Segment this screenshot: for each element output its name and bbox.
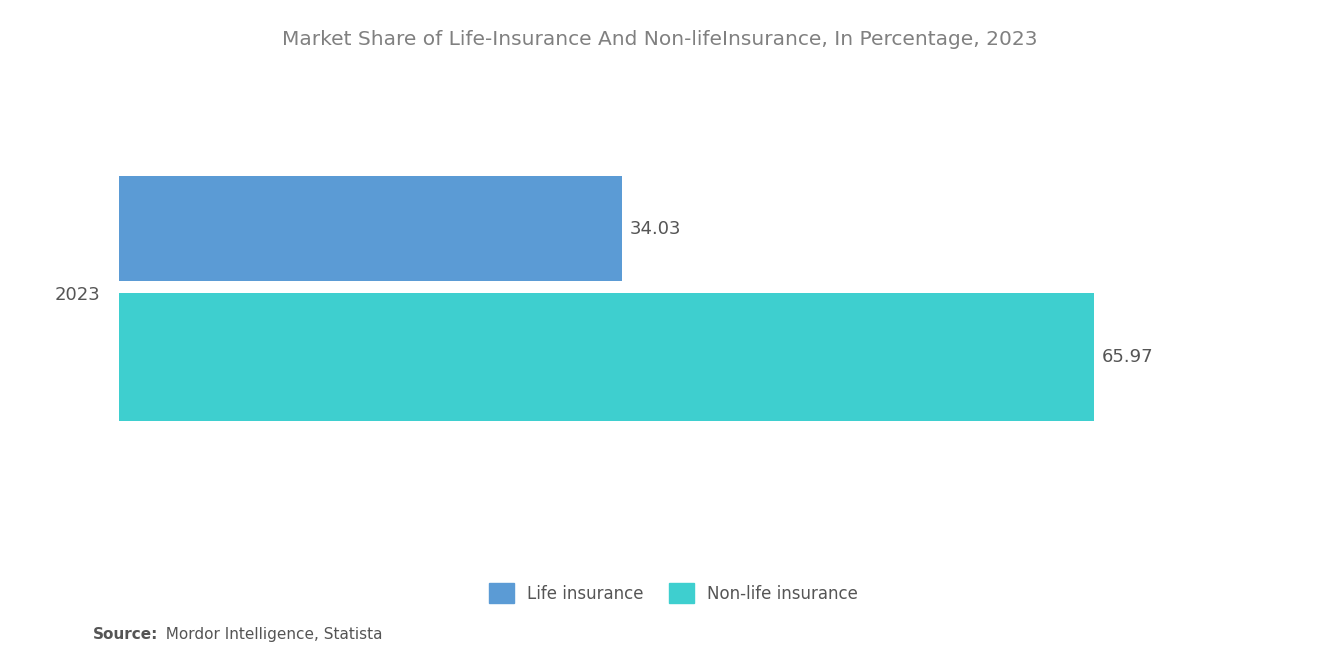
Bar — [119, 176, 622, 281]
Text: Mordor Intelligence, Statista: Mordor Intelligence, Statista — [156, 626, 383, 642]
Text: 65.97: 65.97 — [1101, 348, 1154, 366]
Text: Source:: Source: — [92, 626, 158, 642]
Legend: Life insurance, Non-life insurance: Life insurance, Non-life insurance — [482, 576, 865, 610]
Bar — [119, 293, 1094, 421]
Text: 34.03: 34.03 — [630, 219, 681, 237]
Text: Market Share of Life-Insurance And Non-lifeInsurance, In Percentage, 2023: Market Share of Life-Insurance And Non-l… — [282, 30, 1038, 49]
